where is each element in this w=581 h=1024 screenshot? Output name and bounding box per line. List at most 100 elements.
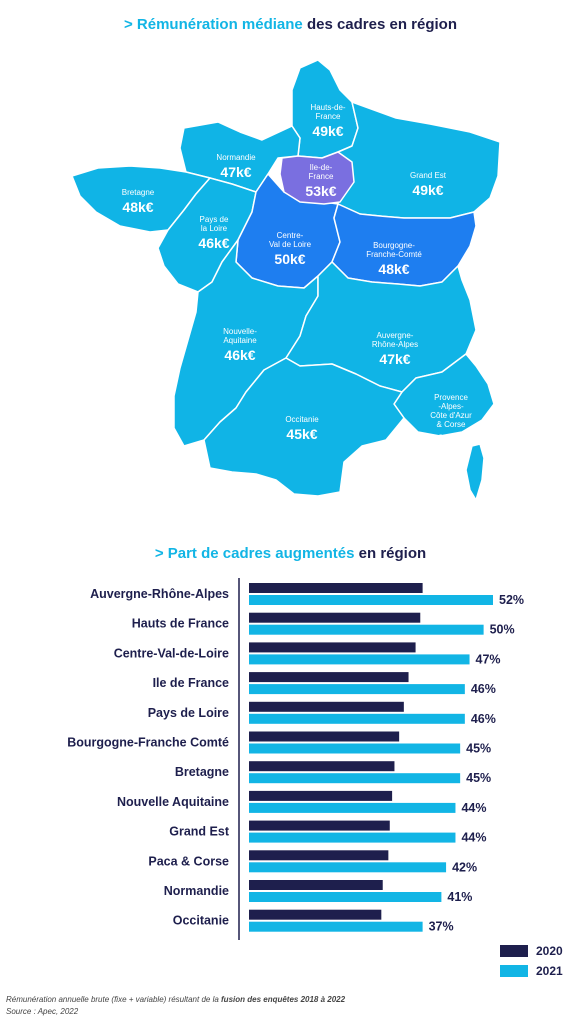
legend-swatch-2020 xyxy=(500,945,528,957)
bar-chart-title: > Part de cadres augmentés en région xyxy=(0,545,581,562)
bar-2020 xyxy=(249,642,416,653)
region-name-occitanie-0: Occitanie xyxy=(285,415,319,424)
region-name-na-0: Nouvelle- xyxy=(223,327,257,336)
region-value-bretagne: 48k€ xyxy=(122,199,153,215)
region-name-pdl-0: Pays de xyxy=(200,215,229,224)
region-name-ara-1: Rhône-Alpes xyxy=(372,340,418,349)
region-name-normandie-0: Normandie xyxy=(216,153,256,162)
footnote-method-bold: fusion des enquêtes 2018 à 2022 xyxy=(221,995,346,1004)
region-name-cvl-0: Centre- xyxy=(277,231,304,240)
legend-swatch-2021 xyxy=(500,965,528,977)
data-label: 50% xyxy=(490,623,515,637)
category-label: Pays de Loire xyxy=(148,706,229,720)
region-corse xyxy=(465,443,485,501)
legend-item-2021: 2021 xyxy=(500,964,563,978)
region-value-normandie: 47k€ xyxy=(220,164,251,180)
bar-2021 xyxy=(249,921,423,932)
bar-2021 xyxy=(249,684,465,695)
bar-2020 xyxy=(249,612,421,623)
data-label: 45% xyxy=(466,771,491,785)
bar-2021 xyxy=(249,713,465,724)
region-name-na-1: Aquitaine xyxy=(223,336,257,345)
bar-2021 xyxy=(249,892,442,902)
region-name-bretagne-0: Bretagne xyxy=(122,188,155,197)
footnote-method-text: Rémunération annuelle brute (fixe + vari… xyxy=(6,995,222,1004)
category-label: Ile de France xyxy=(153,676,229,690)
data-label: 42% xyxy=(452,860,477,874)
region-value-idf: 53k€ xyxy=(305,183,336,199)
data-label: 46% xyxy=(471,682,496,696)
category-label: Nouvelle Aquitaine xyxy=(117,795,229,809)
region-name-cvl-1: Val de Loire xyxy=(269,240,312,249)
footnote-method: Rémunération annuelle brute (fixe + vari… xyxy=(6,995,345,1004)
footnote-source: Source : Apec, 2022 xyxy=(6,1007,79,1016)
region-name-pdl-1: la Loire xyxy=(201,224,228,233)
data-label: 37% xyxy=(429,920,454,934)
bar-chart: Auvergne-Rhône-Alpes 52% Hauts de France 50… xyxy=(67,578,524,940)
region-occitanie xyxy=(203,357,405,497)
region-value-occitanie: 45k€ xyxy=(286,426,317,442)
category-label: Occitanie xyxy=(173,914,229,928)
category-label: Auvergne-Rhône-Alpes xyxy=(90,587,229,601)
data-label: 44% xyxy=(461,801,486,815)
bar-2020 xyxy=(249,672,409,683)
region-name-idf-1: France xyxy=(309,172,334,181)
region-value-na: 46k€ xyxy=(224,347,255,363)
region-value-cvl: 50k€ xyxy=(274,251,305,267)
map-title-highlight: > Rémunération médiane xyxy=(123,16,303,33)
bar-2020 xyxy=(249,761,395,772)
bar-2021 xyxy=(249,802,456,813)
data-label: 44% xyxy=(461,831,486,845)
bar-2020 xyxy=(249,790,393,801)
bar-2021 xyxy=(249,862,447,873)
region-name-bfc-1: Franche-Comté xyxy=(366,250,422,259)
category-label: Hauts de France xyxy=(132,617,229,631)
bar-2020 xyxy=(249,850,389,861)
category-label: Grand Est xyxy=(169,825,230,839)
category-label: Paca & Corse xyxy=(148,854,229,868)
bar-title-highlight: > Part de cadres augmentés xyxy=(154,545,355,562)
region-value-hdf: 49k€ xyxy=(312,123,343,139)
bar-title-suffix: en région xyxy=(354,545,427,562)
data-label: 52% xyxy=(499,593,524,607)
category-label: Normandie xyxy=(164,884,229,898)
bar-2020 xyxy=(249,880,383,890)
bar-2020 xyxy=(249,909,382,920)
region-value-bfc: 48k€ xyxy=(378,261,409,277)
bar-2020 xyxy=(249,731,400,742)
legend-item-2020: 2020 xyxy=(500,944,563,958)
region-name-paca-2: Côte d'Azur xyxy=(430,411,472,420)
region-value-paca: 47k€ xyxy=(435,431,466,447)
data-label: 46% xyxy=(471,712,496,726)
bar-2021 xyxy=(249,743,461,754)
region-value-ara: 47k€ xyxy=(379,351,410,367)
bar-2021 xyxy=(249,654,470,665)
region-value-grandest: 49k€ xyxy=(412,182,443,198)
bar-2021 xyxy=(249,773,461,784)
region-ile-de-france xyxy=(279,151,355,205)
region-value-pdl: 46k€ xyxy=(198,235,229,251)
category-label: Bretagne xyxy=(175,765,229,779)
legend-label-2020: 2020 xyxy=(536,944,563,958)
region-name-hdf-0: Hauts-de- xyxy=(310,103,345,112)
data-label: 45% xyxy=(466,742,491,756)
category-label: Centre-Val-de-Loire xyxy=(114,646,229,660)
region-name-paca-3: & Corse xyxy=(437,420,466,429)
map-title-suffix: des cadres en région xyxy=(302,16,458,33)
region-name-paca-0: Provence xyxy=(434,393,468,402)
region-name-paca-1: -Alpes- xyxy=(438,402,464,411)
region-name-hdf-1: France xyxy=(316,112,341,121)
bar-2021 xyxy=(249,595,493,605)
bar-2020 xyxy=(249,701,404,712)
bar-2021 xyxy=(249,832,456,843)
map-title: > Rémunération médiane des cadres en rég… xyxy=(0,16,581,33)
data-label: 41% xyxy=(447,890,472,904)
region-name-idf-0: Ile-de- xyxy=(310,163,333,172)
bar-2020 xyxy=(249,820,390,831)
region-provence-alpes-cote-dazur xyxy=(393,353,495,437)
bar-2021 xyxy=(249,624,484,635)
category-label: Bourgogne-Franche Comté xyxy=(67,736,229,750)
region-name-grandest-0: Grand Est xyxy=(410,171,447,180)
data-label: 47% xyxy=(476,652,501,666)
